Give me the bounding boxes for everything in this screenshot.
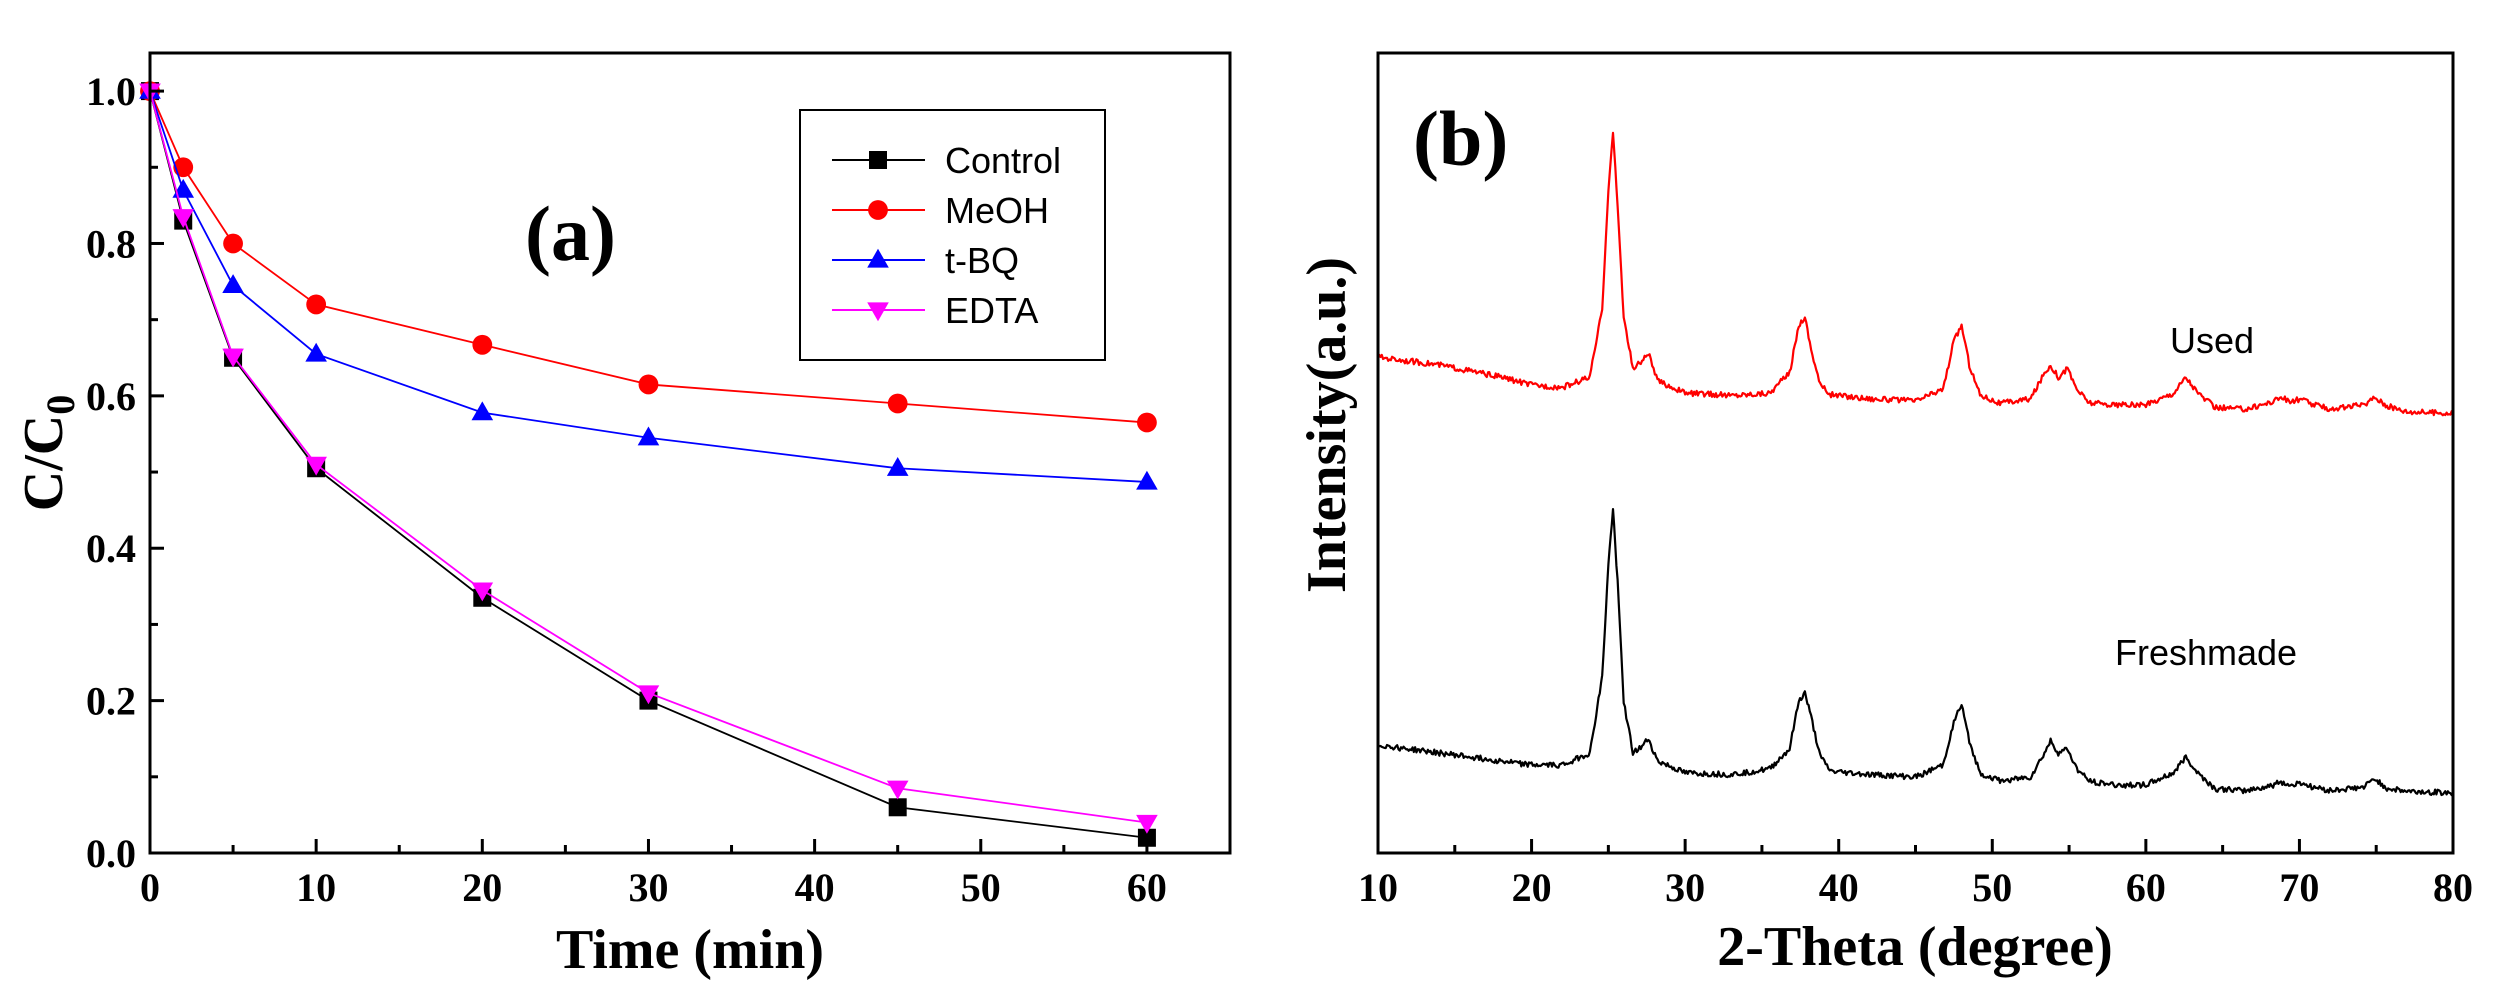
data-point-control bbox=[888, 798, 907, 817]
panel-a-x-axis-title: Time (min) bbox=[556, 919, 824, 981]
panel-a-y-tick-label: 0.6 bbox=[86, 374, 136, 419]
legend-items: Control MeOH t-BQ EDTA bbox=[832, 140, 1061, 331]
data-point-edta bbox=[886, 780, 909, 800]
data-point-control bbox=[1137, 828, 1156, 847]
data-point-edta bbox=[1136, 814, 1158, 834]
panel-b-y-axis-title: Intensity(a.u.) bbox=[1296, 257, 1358, 593]
data-point-meoh bbox=[472, 334, 493, 355]
panel-a-x-tick-label: 20 bbox=[462, 865, 502, 910]
panel-a-axes-frame bbox=[148, 51, 1232, 855]
freshmade-curve-label: Freshmade bbox=[2115, 632, 2297, 673]
data-point-t-bq bbox=[886, 456, 909, 476]
legend-marker-t-bq bbox=[867, 248, 889, 268]
data-point-meoh bbox=[223, 233, 243, 254]
legend-label-meoh: MeOH bbox=[945, 190, 1049, 231]
panel-b-x-axis-title: 2-Theta (degree) bbox=[1717, 916, 2113, 978]
panel-b-x-tick-label: 30 bbox=[1665, 865, 1705, 910]
data-point-edta bbox=[471, 582, 494, 602]
legend-label-t-bq: t-BQ bbox=[945, 240, 1019, 281]
panel-b-x-tick-label: 80 bbox=[2433, 865, 2473, 910]
panel-b-series-group bbox=[1376, 131, 2454, 797]
series-line-meoh bbox=[149, 90, 1147, 424]
panel-a-x-tick-label: 60 bbox=[1127, 865, 1167, 910]
data-point-t-bq bbox=[305, 342, 327, 362]
panel-b-chart: 10 20 30 40 50 60 70 80 (b) 2-Theta (degree) In… bbox=[1296, 51, 2473, 978]
data-point-meoh bbox=[1137, 412, 1157, 433]
data-point-t-bq bbox=[637, 426, 660, 446]
panel-b-x-tick-label: 10 bbox=[1358, 865, 1398, 910]
data-point-meoh bbox=[306, 294, 327, 315]
data-point-edta bbox=[637, 685, 660, 705]
panel-a-x-tick-label: 0 bbox=[140, 865, 160, 910]
series-line-edta bbox=[149, 90, 1148, 824]
panel-a-y-tick-label: 1.0 bbox=[86, 69, 136, 114]
panel-a-y-tick-label: 0.8 bbox=[86, 221, 136, 266]
panel-b-axes-frame bbox=[1376, 51, 2455, 855]
panel-b-x-tick-label: 70 bbox=[2279, 865, 2319, 910]
panel-a-chart: 0 10 20 30 40 50 60 0.0 0.2 0.4 0.6 0.8 1.0 (a) Time… bbox=[13, 51, 1232, 981]
legend-marker-edta bbox=[867, 302, 889, 322]
data-point-meoh bbox=[173, 157, 194, 178]
data-point-meoh bbox=[638, 374, 659, 395]
panel-a-y-tick-label: 0.2 bbox=[86, 679, 136, 724]
legend-label-control: Control bbox=[945, 140, 1061, 181]
data-point-t-bq bbox=[1136, 470, 1158, 490]
used-curve-label: Used bbox=[2170, 320, 2254, 361]
panel-a-x-tick-label: 50 bbox=[961, 865, 1001, 910]
panel-a-y-axis-title-subscript: 0 bbox=[38, 395, 83, 415]
xrd-trace-used bbox=[1376, 131, 2454, 417]
series-line-t-bq bbox=[149, 90, 1147, 483]
series-line-control bbox=[149, 90, 1148, 839]
legend-box bbox=[799, 109, 1106, 361]
data-point-edta bbox=[172, 209, 195, 229]
xrd-trace-freshmade bbox=[1377, 508, 2454, 797]
data-point-meoh bbox=[887, 393, 908, 414]
data-point-edta bbox=[222, 348, 244, 368]
panel-a-ticks: 0 10 20 30 40 50 60 0.0 0.2 0.4 0.6 0.8 1.0 bbox=[86, 69, 1167, 910]
panel-a-label: (a) bbox=[525, 190, 616, 277]
legend: Control MeOH t-BQ EDTA bbox=[799, 109, 1106, 361]
panel-a-x-tick-label: 10 bbox=[296, 865, 336, 910]
data-point-t-bq bbox=[222, 274, 244, 294]
panel-b-ticks: 10 20 30 40 50 60 70 80 bbox=[1358, 839, 2473, 910]
legend-marker-control bbox=[869, 151, 887, 169]
panel-a-y-axis-title-main: C/C bbox=[13, 415, 75, 511]
panel-b-x-tick-label: 50 bbox=[1972, 865, 2012, 910]
panel-b-x-tick-label: 40 bbox=[1819, 865, 1859, 910]
panel-a-y-tick-label: 0.4 bbox=[86, 526, 136, 571]
data-point-t-bq bbox=[471, 401, 494, 421]
panel-b-label: (b) bbox=[1413, 95, 1508, 182]
legend-label-edta: EDTA bbox=[945, 290, 1038, 331]
panel-a-y-tick-label: 0.0 bbox=[86, 831, 136, 876]
panel-a-x-tick-label: 40 bbox=[795, 865, 835, 910]
data-point-edta bbox=[305, 456, 327, 476]
legend-marker-meoh bbox=[868, 200, 888, 220]
panel-b-x-tick-label: 20 bbox=[1512, 865, 1552, 910]
panel-a-y-axis-title: C/C0 bbox=[13, 395, 83, 511]
panel-a-x-tick-label: 30 bbox=[628, 865, 668, 910]
panel-b-x-tick-label: 60 bbox=[2126, 865, 2166, 910]
